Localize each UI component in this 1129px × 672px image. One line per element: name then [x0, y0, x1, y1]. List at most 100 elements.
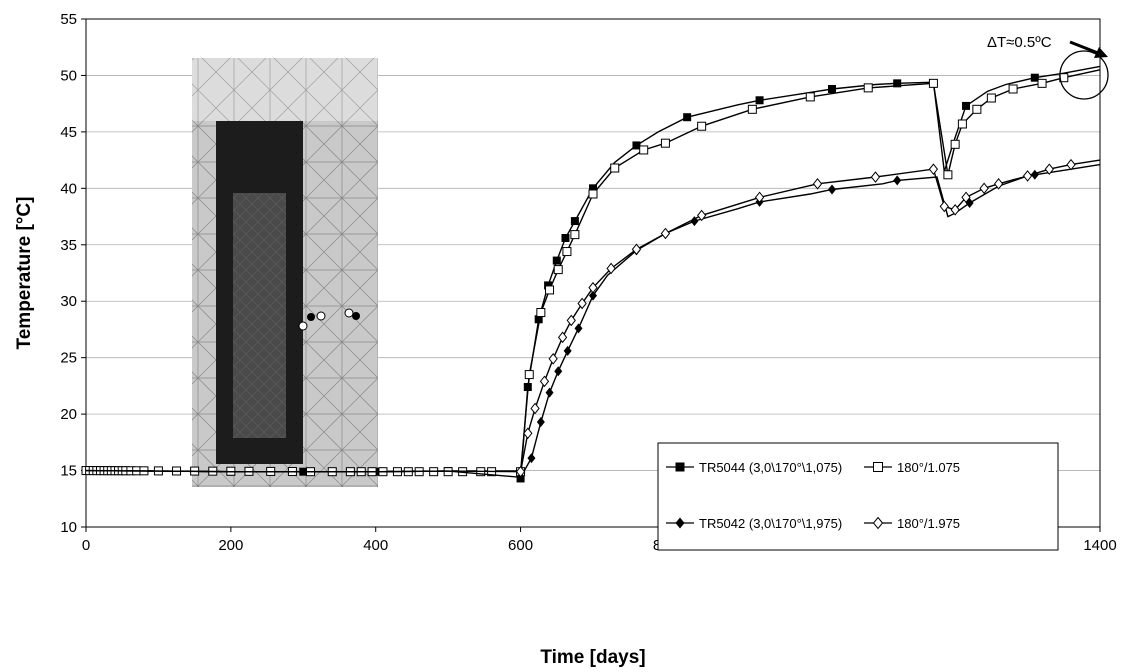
data-point	[536, 417, 545, 428]
data-point	[962, 101, 971, 110]
data-point	[893, 79, 902, 88]
annotation-text: ΔT≈0.5ºC	[987, 34, 1052, 51]
data-point	[928, 163, 939, 175]
data-point	[577, 297, 587, 310]
annotation-arrow	[1069, 40, 1099, 55]
data-point	[1008, 84, 1018, 94]
legend-box	[657, 442, 1059, 551]
data-point	[972, 104, 982, 114]
data-point	[697, 209, 707, 222]
legend-label: 180°/1.075	[897, 460, 960, 475]
data-point	[561, 234, 570, 243]
data-point	[574, 323, 583, 334]
data-point	[639, 145, 649, 155]
data-point	[870, 171, 881, 183]
y-tick-label: 50	[60, 67, 77, 84]
data-point	[1066, 158, 1076, 171]
data-point	[588, 281, 598, 294]
sensor-point-filled	[307, 313, 315, 321]
data-point	[570, 230, 580, 240]
data-point	[747, 104, 757, 114]
data-point	[1044, 163, 1054, 175]
data-point	[928, 78, 938, 88]
sensor-point-filled	[352, 312, 360, 320]
y-tick-label: 25	[60, 350, 77, 367]
data-point	[675, 462, 685, 472]
data-point	[610, 163, 620, 173]
series	[81, 65, 1101, 483]
data-point	[570, 217, 579, 226]
data-point	[872, 516, 884, 530]
plot-frame	[85, 18, 1101, 528]
data-point	[523, 427, 533, 440]
data-point	[754, 191, 765, 204]
data-point	[805, 92, 815, 102]
data-point	[530, 402, 540, 415]
legend-label: 180°/1.975	[897, 516, 960, 531]
data-point	[562, 247, 572, 257]
data-point	[515, 465, 526, 478]
y-tick-label: 55	[60, 11, 77, 28]
legend-entry: 180°/1.975	[864, 516, 960, 531]
data-point	[606, 262, 616, 275]
y-axis-label: Temperature [°C]	[14, 197, 35, 350]
x-tick-label: 0	[82, 537, 90, 554]
data-point	[527, 453, 536, 464]
data-point	[563, 345, 572, 356]
y-tick-label: 30	[60, 293, 77, 310]
x-tick-label: 600	[508, 537, 533, 554]
data-point	[961, 191, 971, 204]
series-4	[85, 158, 1101, 478]
legend-entry: TR5042 (3,0\170°\1,975)	[666, 516, 842, 531]
data-point	[683, 113, 692, 122]
data-point	[631, 243, 642, 256]
y-tick-label: 15	[60, 463, 77, 480]
data-point	[950, 139, 960, 149]
data-point	[557, 331, 568, 344]
data-point	[536, 308, 546, 318]
data-point	[554, 366, 563, 377]
data-point	[553, 265, 563, 275]
data-point	[660, 227, 671, 240]
legend: TR5044 (3,0\170°\1,075) 180°/1.075 TR5042 …	[657, 442, 1059, 551]
sensor-point-open	[344, 308, 354, 318]
data-point	[589, 184, 597, 193]
data-point	[588, 189, 598, 199]
legend-entry: TR5044 (3,0\170°\1,075)	[666, 460, 842, 475]
sensor-point-open	[316, 311, 326, 321]
data-point	[534, 315, 543, 324]
data-point	[828, 184, 837, 195]
data-point	[1037, 78, 1047, 88]
annotation: ΔT≈0.5ºC	[987, 34, 1109, 100]
data-point	[1022, 170, 1033, 182]
data-point	[943, 170, 953, 180]
data-point	[545, 285, 555, 295]
data-point	[697, 121, 707, 131]
y-axis: 10 15 20 25 30 35 40 45 50 55	[60, 11, 86, 536]
data-point	[545, 387, 554, 398]
data-point	[993, 178, 1004, 190]
y-tick-label: 40	[60, 180, 77, 197]
data-point	[873, 462, 883, 472]
data-point	[979, 182, 989, 195]
data-point	[548, 352, 558, 365]
data-point	[524, 370, 534, 380]
data-point	[863, 83, 873, 93]
x-axis-label: Time [days]	[540, 647, 645, 668]
data-point	[589, 290, 597, 301]
legend-label: TR5042 (3,0\170°\1,975)	[699, 516, 842, 531]
data-point	[986, 93, 996, 103]
legend-entry: 180°/1.075	[864, 460, 960, 475]
data-point	[675, 517, 685, 529]
y-tick-label: 20	[60, 406, 77, 423]
data-point	[957, 119, 967, 129]
data-point	[552, 256, 561, 265]
data-point	[544, 281, 553, 290]
data-point	[660, 138, 670, 148]
data-point	[939, 200, 949, 213]
data-point	[1030, 73, 1039, 82]
data-point	[539, 375, 550, 388]
mesh-inset-image	[192, 58, 378, 487]
data-point	[812, 178, 823, 190]
